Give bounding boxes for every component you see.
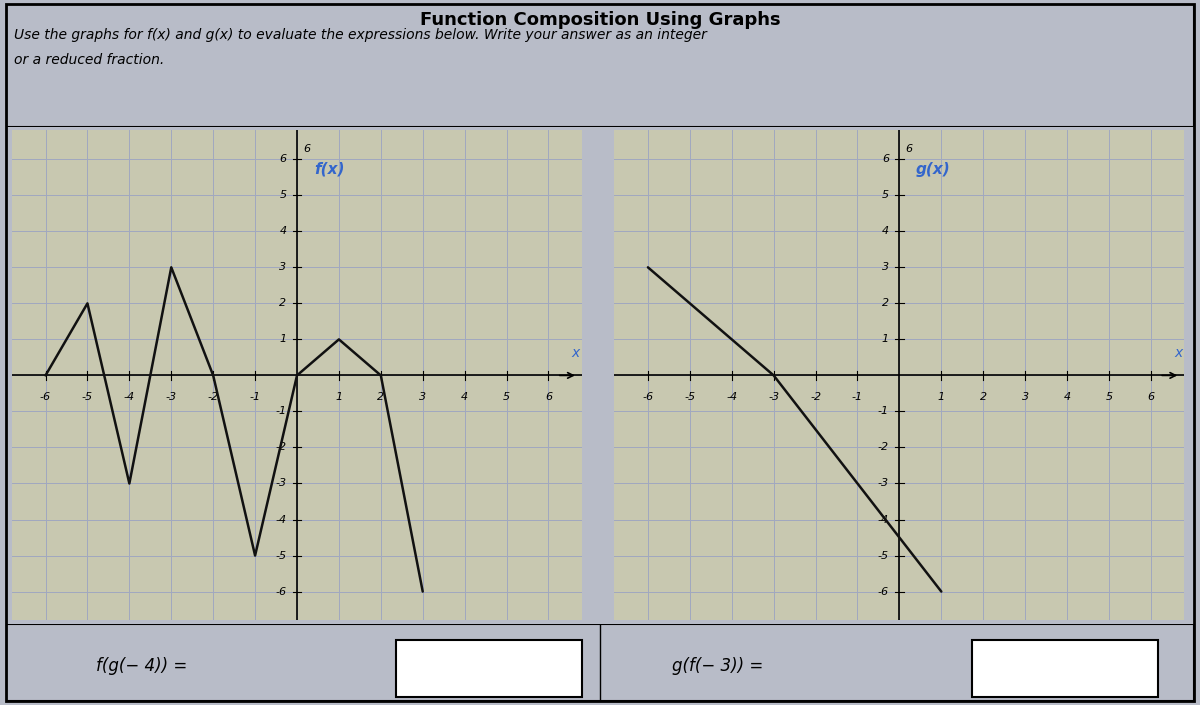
Text: 3: 3 [419,391,426,402]
Text: 3: 3 [1021,391,1028,402]
Text: 3: 3 [882,262,889,272]
Text: 6: 6 [304,144,311,154]
Text: -1: -1 [275,407,287,417]
Text: 4: 4 [461,391,468,402]
Text: -4: -4 [124,391,134,402]
Text: or a reduced fraction.: or a reduced fraction. [14,53,164,67]
Text: f(x): f(x) [313,161,344,177]
Text: g(f(− 3)) =: g(f(− 3)) = [672,657,763,675]
Text: -3: -3 [768,391,779,402]
Text: -1: -1 [877,407,889,417]
Text: 5: 5 [882,190,889,200]
Text: Function Composition Using Graphs: Function Composition Using Graphs [420,11,780,29]
Text: -1: -1 [250,391,260,402]
Text: -2: -2 [208,391,218,402]
Text: -2: -2 [810,391,821,402]
Text: -2: -2 [877,443,889,453]
Text: 2: 2 [377,391,384,402]
Text: 3: 3 [280,262,287,272]
Text: Use the graphs for f(x) and g(x) to evaluate the expressions below. Write your a: Use the graphs for f(x) and g(x) to eval… [14,28,707,42]
Text: -5: -5 [684,391,696,402]
Text: 4: 4 [882,226,889,236]
Text: 2: 2 [280,298,287,308]
Text: -3: -3 [166,391,176,402]
Text: -6: -6 [877,587,889,596]
Text: -3: -3 [877,479,889,489]
Text: -2: -2 [275,443,287,453]
Text: 5: 5 [1105,391,1112,402]
Text: 1: 1 [280,334,287,344]
Text: 1: 1 [335,391,342,402]
Text: 1: 1 [937,391,944,402]
Text: -6: -6 [642,391,654,402]
Text: g(x): g(x) [916,161,950,177]
Text: 2: 2 [882,298,889,308]
Text: 6: 6 [1147,391,1154,402]
Text: x: x [1174,346,1182,360]
Text: 4: 4 [1063,391,1070,402]
Text: x: x [571,346,580,360]
Text: 4: 4 [280,226,287,236]
Text: 6: 6 [906,144,913,154]
Text: 1: 1 [882,334,889,344]
Text: -5: -5 [82,391,94,402]
Text: f(g(− 4)) =: f(g(− 4)) = [96,657,187,675]
Text: -5: -5 [275,551,287,560]
Text: -1: -1 [852,391,863,402]
Text: 6: 6 [882,154,889,164]
Text: -4: -4 [877,515,889,525]
Text: 5: 5 [280,190,287,200]
Text: 6: 6 [545,391,552,402]
Text: 5: 5 [503,391,510,402]
Text: -6: -6 [275,587,287,596]
Text: -4: -4 [275,515,287,525]
Text: -3: -3 [275,479,287,489]
Text: -4: -4 [726,391,737,402]
Text: 2: 2 [979,391,986,402]
Text: 6: 6 [280,154,287,164]
Text: -6: -6 [40,391,52,402]
Text: -5: -5 [877,551,889,560]
